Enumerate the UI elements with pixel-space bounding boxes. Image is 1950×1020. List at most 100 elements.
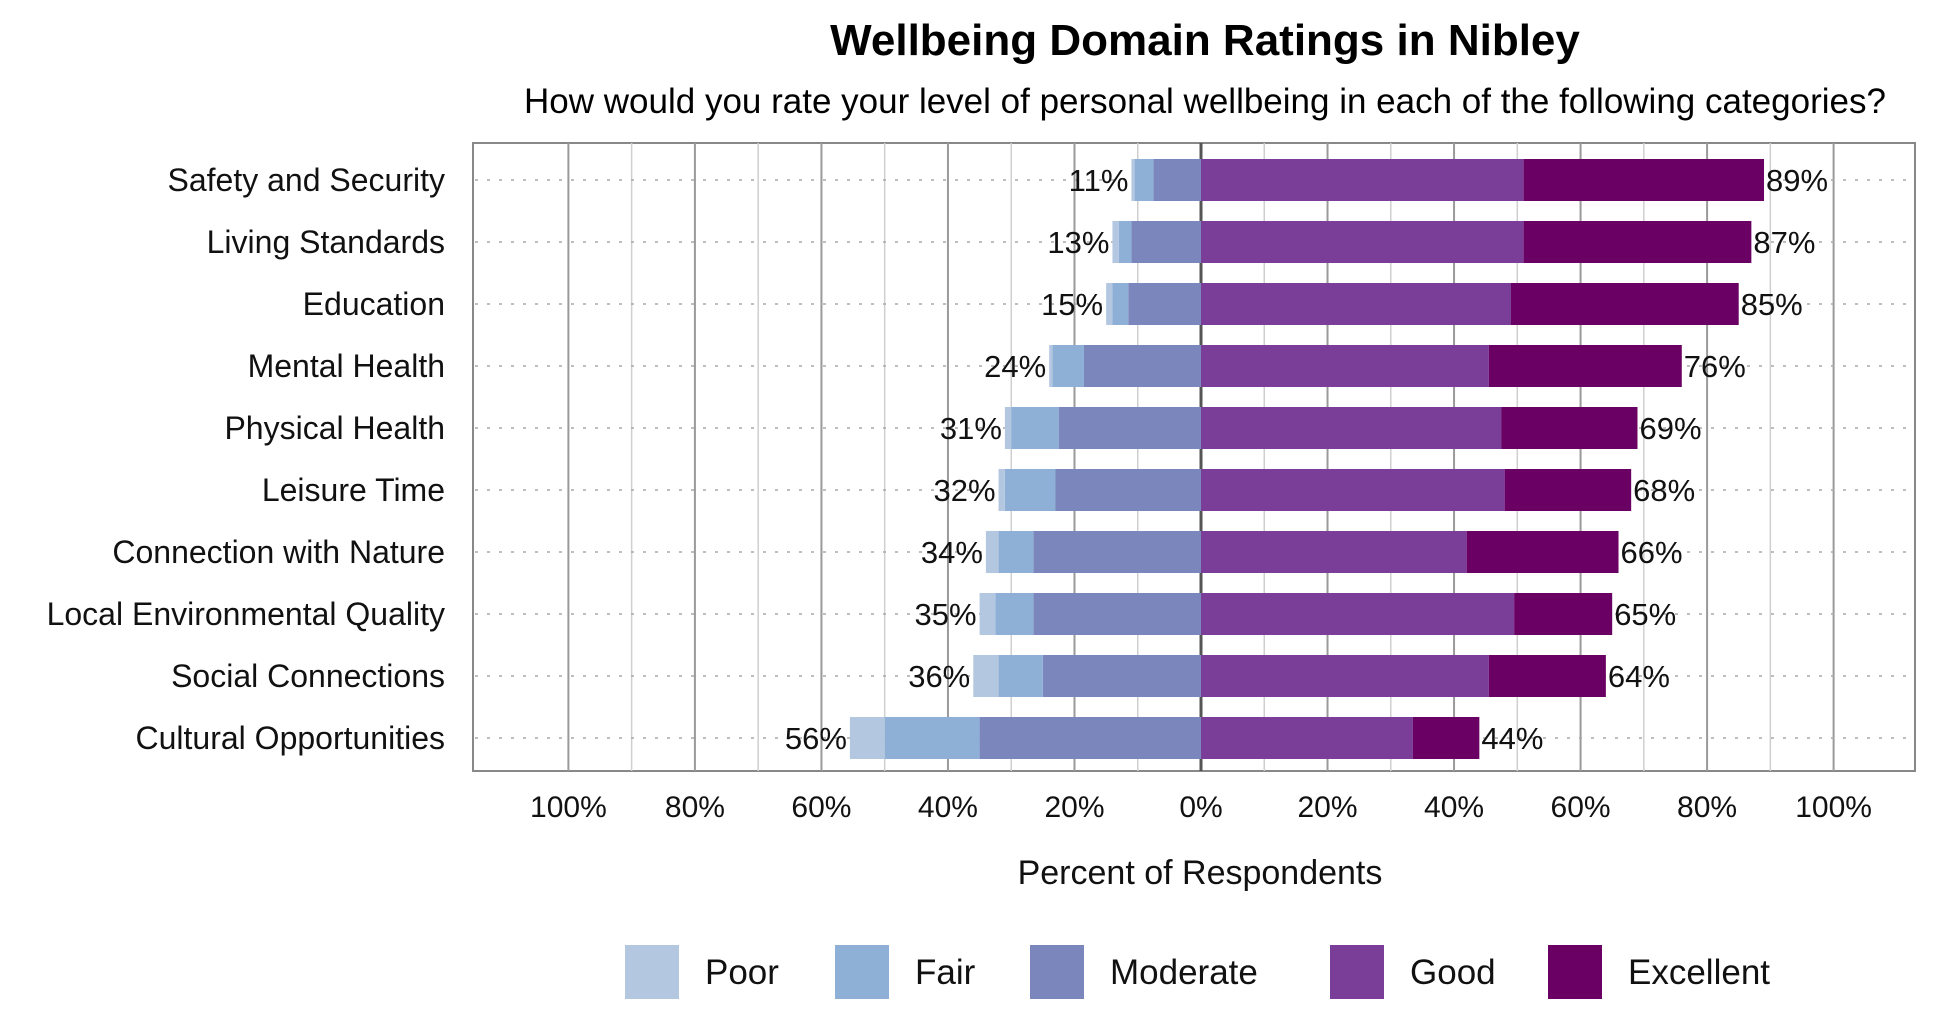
- legend-swatch: [835, 945, 889, 999]
- bar-moderate: [979, 717, 1201, 759]
- bar-excellent: [1488, 655, 1606, 697]
- plot-area: [472, 142, 1916, 772]
- bar-moderate: [1153, 159, 1201, 201]
- bar-good: [1201, 593, 1515, 635]
- negative-total-label: 36%: [908, 659, 970, 694]
- bar-good: [1201, 345, 1489, 387]
- bar-fair: [884, 717, 980, 759]
- bar-excellent: [1488, 345, 1682, 387]
- data-labels: 11% 89% 13% 87% 15% 85% 24% 76% 31% 69% 32% 68% 34% 6…: [785, 163, 1828, 756]
- bar-fair: [998, 655, 1043, 697]
- bar-poor: [1004, 407, 1012, 449]
- x-tick-label: 60%: [1551, 791, 1611, 824]
- category-label: Living Standards: [207, 224, 445, 260]
- bar-good: [1201, 717, 1413, 759]
- category-label: Mental Health: [248, 348, 445, 384]
- category-label: Social Connections: [171, 658, 445, 694]
- bar-poor: [985, 531, 999, 573]
- bar-excellent: [1501, 407, 1638, 449]
- category-label: Education: [303, 286, 445, 322]
- negative-total-label: 11%: [1069, 163, 1129, 198]
- positive-total-label: 64%: [1608, 659, 1670, 694]
- bar-poor: [979, 593, 996, 635]
- bar-fair: [1134, 159, 1154, 201]
- bar-moderate: [1058, 407, 1201, 449]
- legend-swatch: [1330, 945, 1384, 999]
- bar-excellent: [1466, 531, 1619, 573]
- positive-total-label: 65%: [1614, 597, 1676, 632]
- negative-total-label: 31%: [940, 411, 1002, 446]
- bar-fair: [1112, 283, 1129, 325]
- category-label: Physical Health: [224, 410, 445, 446]
- bar-fair: [995, 593, 1034, 635]
- x-tick-label: 0%: [1179, 791, 1222, 824]
- positive-total-label: 89%: [1766, 163, 1828, 198]
- bar-series: [849, 159, 1765, 759]
- bar-poor: [1112, 221, 1119, 263]
- category-labels: Safety and Security Living Standards Educa…: [47, 162, 445, 756]
- x-tick-label: 20%: [1297, 791, 1357, 824]
- bar-fair: [998, 531, 1034, 573]
- bar-poor: [1131, 159, 1135, 201]
- positive-total-label: 87%: [1753, 225, 1815, 260]
- bar-good: [1201, 469, 1505, 511]
- bar-moderate: [1083, 345, 1201, 387]
- positive-total-label: 66%: [1621, 535, 1683, 570]
- legend-label: Good: [1410, 953, 1496, 992]
- bar-fair: [1004, 469, 1056, 511]
- positive-total-label: 76%: [1684, 349, 1746, 384]
- positive-total-label: 69%: [1639, 411, 1701, 446]
- x-tick-label: 80%: [665, 791, 725, 824]
- category-label: Safety and Security: [168, 162, 445, 198]
- negative-total-label: 15%: [1041, 287, 1103, 322]
- bar-fair: [1118, 221, 1132, 263]
- positive-total-label: 68%: [1633, 473, 1695, 508]
- negative-total-label: 13%: [1047, 225, 1109, 260]
- negative-total-label: 56%: [785, 721, 847, 756]
- negative-total-label: 24%: [984, 349, 1046, 384]
- bar-moderate: [1128, 283, 1201, 325]
- bar-moderate: [1033, 593, 1201, 635]
- bar-fair: [1052, 345, 1084, 387]
- chart-subtitle: How would you rate your level of persona…: [524, 82, 1886, 121]
- legend-label: Excellent: [1628, 953, 1770, 992]
- positive-total-label: 85%: [1741, 287, 1803, 322]
- bar-moderate: [1131, 221, 1201, 263]
- bar-good: [1201, 159, 1524, 201]
- x-axis-title: Percent of Respondents: [1018, 854, 1383, 892]
- bar-poor: [973, 655, 999, 697]
- x-axis-ticks: 100% 80% 60% 40% 20% 0% 20% 40% 60% 80% 100%: [530, 791, 1872, 824]
- bar-excellent: [1523, 159, 1765, 201]
- bar-good: [1201, 531, 1467, 573]
- x-tick-label: 100%: [1795, 791, 1872, 824]
- x-tick-label: 80%: [1677, 791, 1737, 824]
- bar-excellent: [1510, 283, 1739, 325]
- bar-good: [1201, 221, 1524, 263]
- category-label: Connection with Nature: [112, 534, 445, 570]
- bar-excellent: [1523, 221, 1752, 263]
- chart-title: Wellbeing Domain Ratings in Nibley: [830, 16, 1580, 65]
- bar-moderate: [1033, 531, 1201, 573]
- bar-fair: [1011, 407, 1059, 449]
- bar-moderate: [1042, 655, 1201, 697]
- negative-total-label: 32%: [934, 473, 996, 508]
- bar-poor: [1106, 283, 1113, 325]
- negative-total-label: 34%: [921, 535, 983, 570]
- bar-moderate: [1055, 469, 1201, 511]
- x-tick-label: 40%: [918, 791, 978, 824]
- x-tick-label: 100%: [530, 791, 607, 824]
- x-tick-label: 40%: [1424, 791, 1484, 824]
- legend-label: Poor: [705, 953, 779, 992]
- bar-excellent: [1514, 593, 1613, 635]
- bar-poor: [998, 469, 1005, 511]
- x-tick-label: 60%: [791, 791, 851, 824]
- positive-total-label: 44%: [1481, 721, 1543, 756]
- negative-total-label: 35%: [915, 597, 977, 632]
- legend-swatch: [1030, 945, 1084, 999]
- category-label: Cultural Opportunities: [136, 720, 445, 756]
- legend: Poor Fair Moderate Good Excellent: [625, 945, 1770, 999]
- x-tick-label: 20%: [1044, 791, 1104, 824]
- bar-good: [1201, 655, 1489, 697]
- bar-excellent: [1412, 717, 1480, 759]
